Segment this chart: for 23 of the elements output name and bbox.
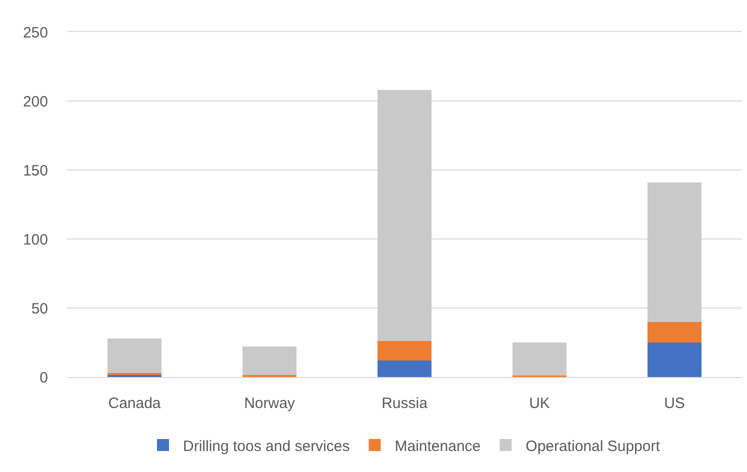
y-tick-label: 200 (22, 93, 48, 110)
legend-label: Maintenance (394, 438, 481, 455)
y-tick-label: 150 (22, 162, 48, 180)
bar (378, 341, 432, 360)
bar (648, 322, 702, 342)
legend-label: Drilling toos and services (183, 438, 350, 455)
bar (378, 360, 432, 377)
x-tick-label: Norway (244, 395, 296, 412)
bar (512, 342, 566, 376)
bar (648, 342, 702, 377)
x-tick-label: Russia (382, 395, 428, 412)
y-tick-label: 50 (31, 300, 48, 318)
y-tick-label: 250 (22, 24, 48, 42)
x-tick-label: Canada (108, 395, 162, 412)
x-tick-label: US (664, 395, 685, 412)
y-tick-label: 100 (22, 231, 48, 248)
bar (648, 182, 702, 322)
bar (242, 346, 296, 375)
x-tick-label: UK (529, 395, 550, 412)
legend-label: Operational Support (526, 438, 661, 455)
y-tick-label: 0 (40, 369, 48, 386)
bar (378, 90, 432, 342)
bar (108, 338, 162, 373)
